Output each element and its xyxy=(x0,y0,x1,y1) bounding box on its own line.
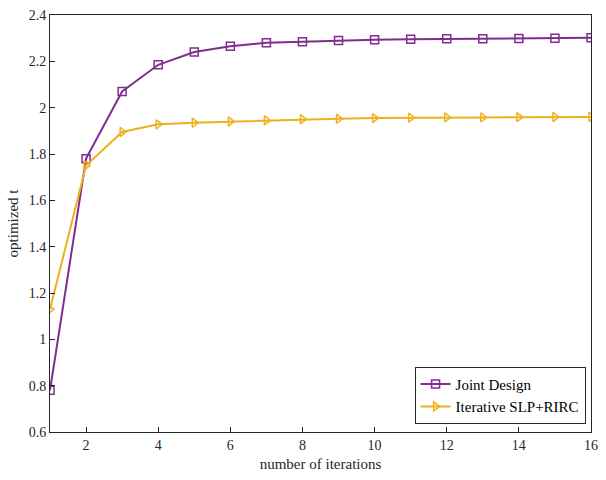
svg-text:10: 10 xyxy=(368,438,382,453)
svg-text:14: 14 xyxy=(512,438,526,453)
svg-text:1.2: 1.2 xyxy=(29,286,47,301)
svg-text:12: 12 xyxy=(440,438,454,453)
svg-text:0.6: 0.6 xyxy=(29,425,47,440)
svg-text:2: 2 xyxy=(39,101,46,116)
svg-text:16: 16 xyxy=(584,438,598,453)
svg-text:4: 4 xyxy=(155,438,162,453)
svg-text:2: 2 xyxy=(83,438,90,453)
svg-text:Iterative SLP+RIRC: Iterative SLP+RIRC xyxy=(456,399,579,415)
svg-text:number of iterations: number of iterations xyxy=(260,456,382,472)
svg-text:8: 8 xyxy=(299,438,306,453)
svg-text:6: 6 xyxy=(227,438,234,453)
svg-text:Joint Design: Joint Design xyxy=(456,377,532,393)
svg-text:1.4: 1.4 xyxy=(29,240,47,255)
svg-text:1.6: 1.6 xyxy=(29,193,47,208)
svg-text:1.8: 1.8 xyxy=(29,147,47,162)
svg-text:optimized t: optimized t xyxy=(5,189,21,258)
svg-text:1: 1 xyxy=(39,332,46,347)
svg-text:2.2: 2.2 xyxy=(29,54,47,69)
svg-text:0.8: 0.8 xyxy=(29,379,47,394)
svg-text:2.4: 2.4 xyxy=(29,8,47,23)
